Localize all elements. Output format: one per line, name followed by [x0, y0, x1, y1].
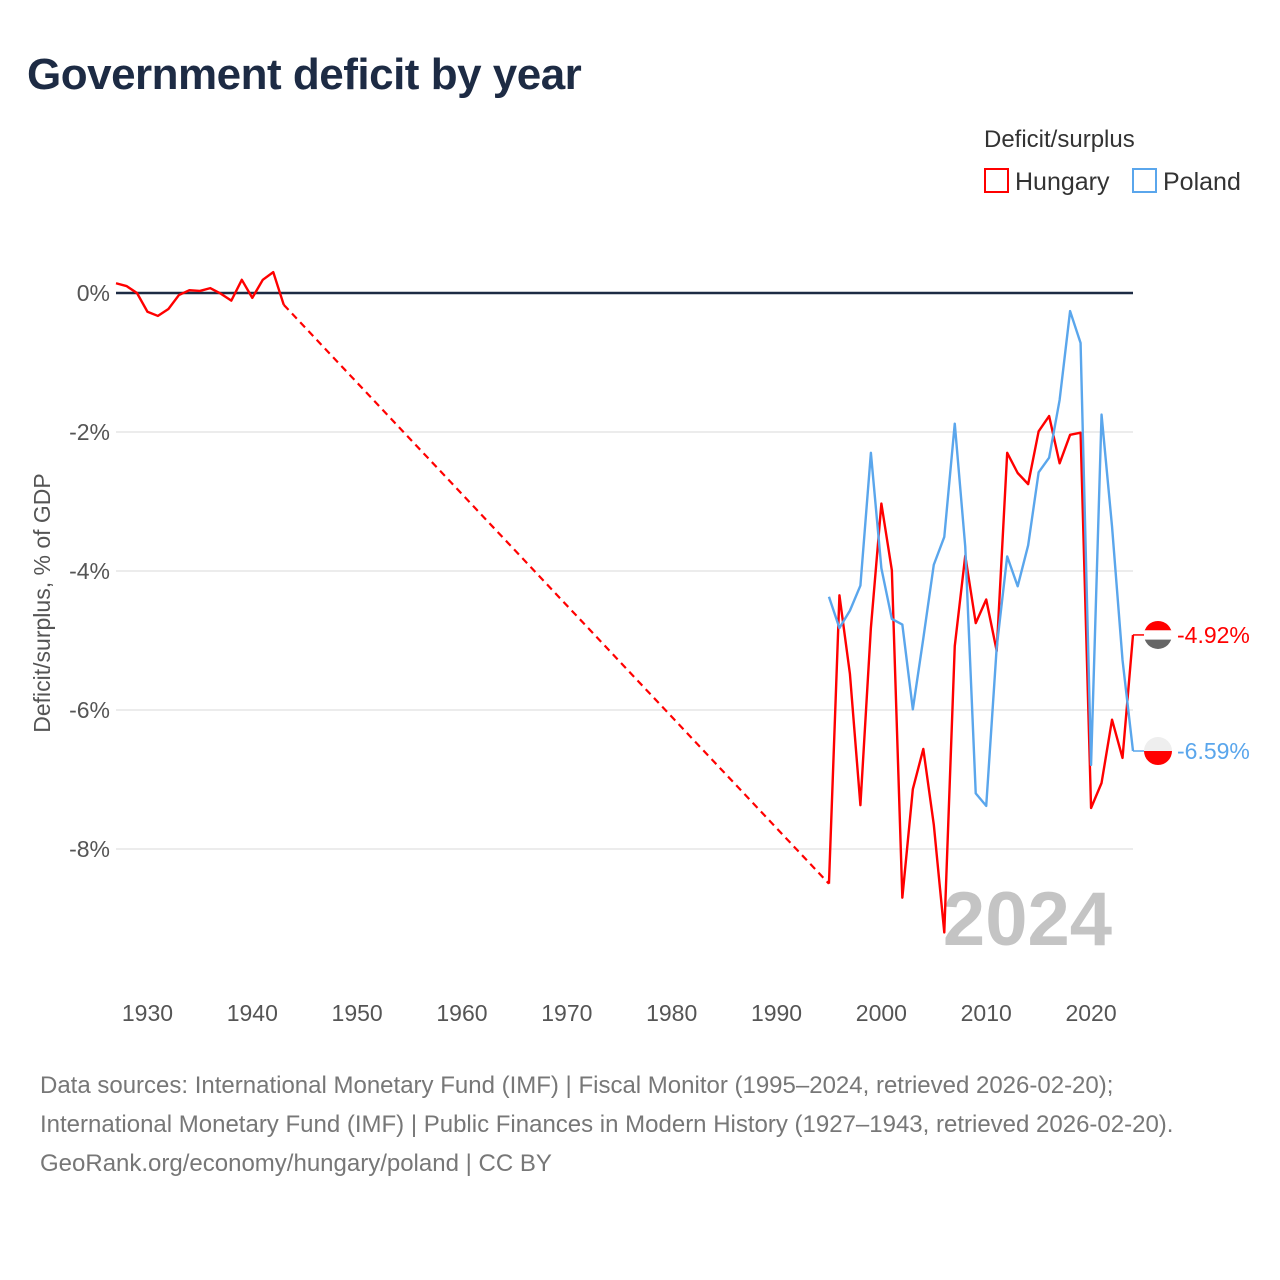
legend-label: Poland	[1163, 168, 1241, 196]
x-tick-label: 2020	[1065, 1000, 1116, 1026]
year-watermark: 2024	[943, 877, 1112, 962]
legend-swatch	[1132, 168, 1157, 193]
x-tick-label: 1950	[332, 1000, 383, 1026]
x-tick-label: 1970	[541, 1000, 592, 1026]
flag-stripe	[1144, 620, 1172, 631]
flag-stripe	[1144, 630, 1172, 641]
x-tick-label: 1930	[122, 1000, 173, 1026]
x-tick-label: 1940	[227, 1000, 278, 1026]
legend-swatch	[984, 168, 1009, 193]
y-axis-label: Deficit/surplus, % of GDP	[29, 473, 55, 732]
x-tick-label: 2010	[961, 1000, 1012, 1026]
x-axis-ticks: 1930 1940 1950 1960 1970 1980 1990 2000 2010 2020	[122, 1000, 1117, 1026]
y-tick-label: 0%	[77, 280, 110, 306]
end-value-label-hungary: -4.92%	[1177, 622, 1250, 648]
series-line-hungary	[115, 270, 285, 318]
flag-stripe	[1144, 751, 1172, 766]
series-line-hungary	[827, 414, 1135, 934]
legend-label: Hungary	[1015, 168, 1110, 196]
chart-title: Government deficit by year	[27, 50, 582, 99]
x-tick-label: 1990	[751, 1000, 802, 1026]
y-tick-label: -6%	[69, 697, 110, 723]
y-tick-label: -2%	[69, 419, 110, 445]
y-tick-label: -4%	[69, 558, 110, 584]
x-tick-label: 1980	[646, 1000, 697, 1026]
x-tick-label: 1960	[436, 1000, 487, 1026]
legend-title: Deficit/surplus	[984, 126, 1135, 153]
legend-item-hungary[interactable]: Hungary	[984, 168, 1110, 196]
flag-stripe	[1144, 639, 1172, 649]
y-tick-label: -8%	[69, 836, 110, 862]
flag-icon-hungary	[1144, 620, 1172, 649]
series-lines	[115, 270, 1135, 934]
legend-item-poland[interactable]: Poland	[1132, 168, 1241, 196]
data-sources: Data sources: International Monetary Fun…	[40, 1072, 1174, 1138]
end-value-label-poland: -6.59%	[1177, 738, 1250, 764]
flag-icon-poland	[1144, 737, 1172, 766]
legend: Deficit/surplus Hungary Poland	[984, 126, 1241, 196]
y-axis-ticks: 0% -2% -4% -6% -8%	[69, 280, 110, 862]
attribution-link[interactable]: GeoRank.org/economy/hungary/poland | CC …	[40, 1150, 552, 1177]
sources-footnote: Data sources: International Monetary Fun…	[40, 1066, 1240, 1183]
end-labels: -4.92% -6.59%	[1133, 620, 1250, 766]
series-line-poland	[827, 309, 1135, 808]
x-tick-label: 2000	[856, 1000, 907, 1026]
gridlines	[116, 431, 1133, 850]
gap-line-hungary	[282, 304, 830, 885]
flag-stripe	[1144, 737, 1172, 752]
